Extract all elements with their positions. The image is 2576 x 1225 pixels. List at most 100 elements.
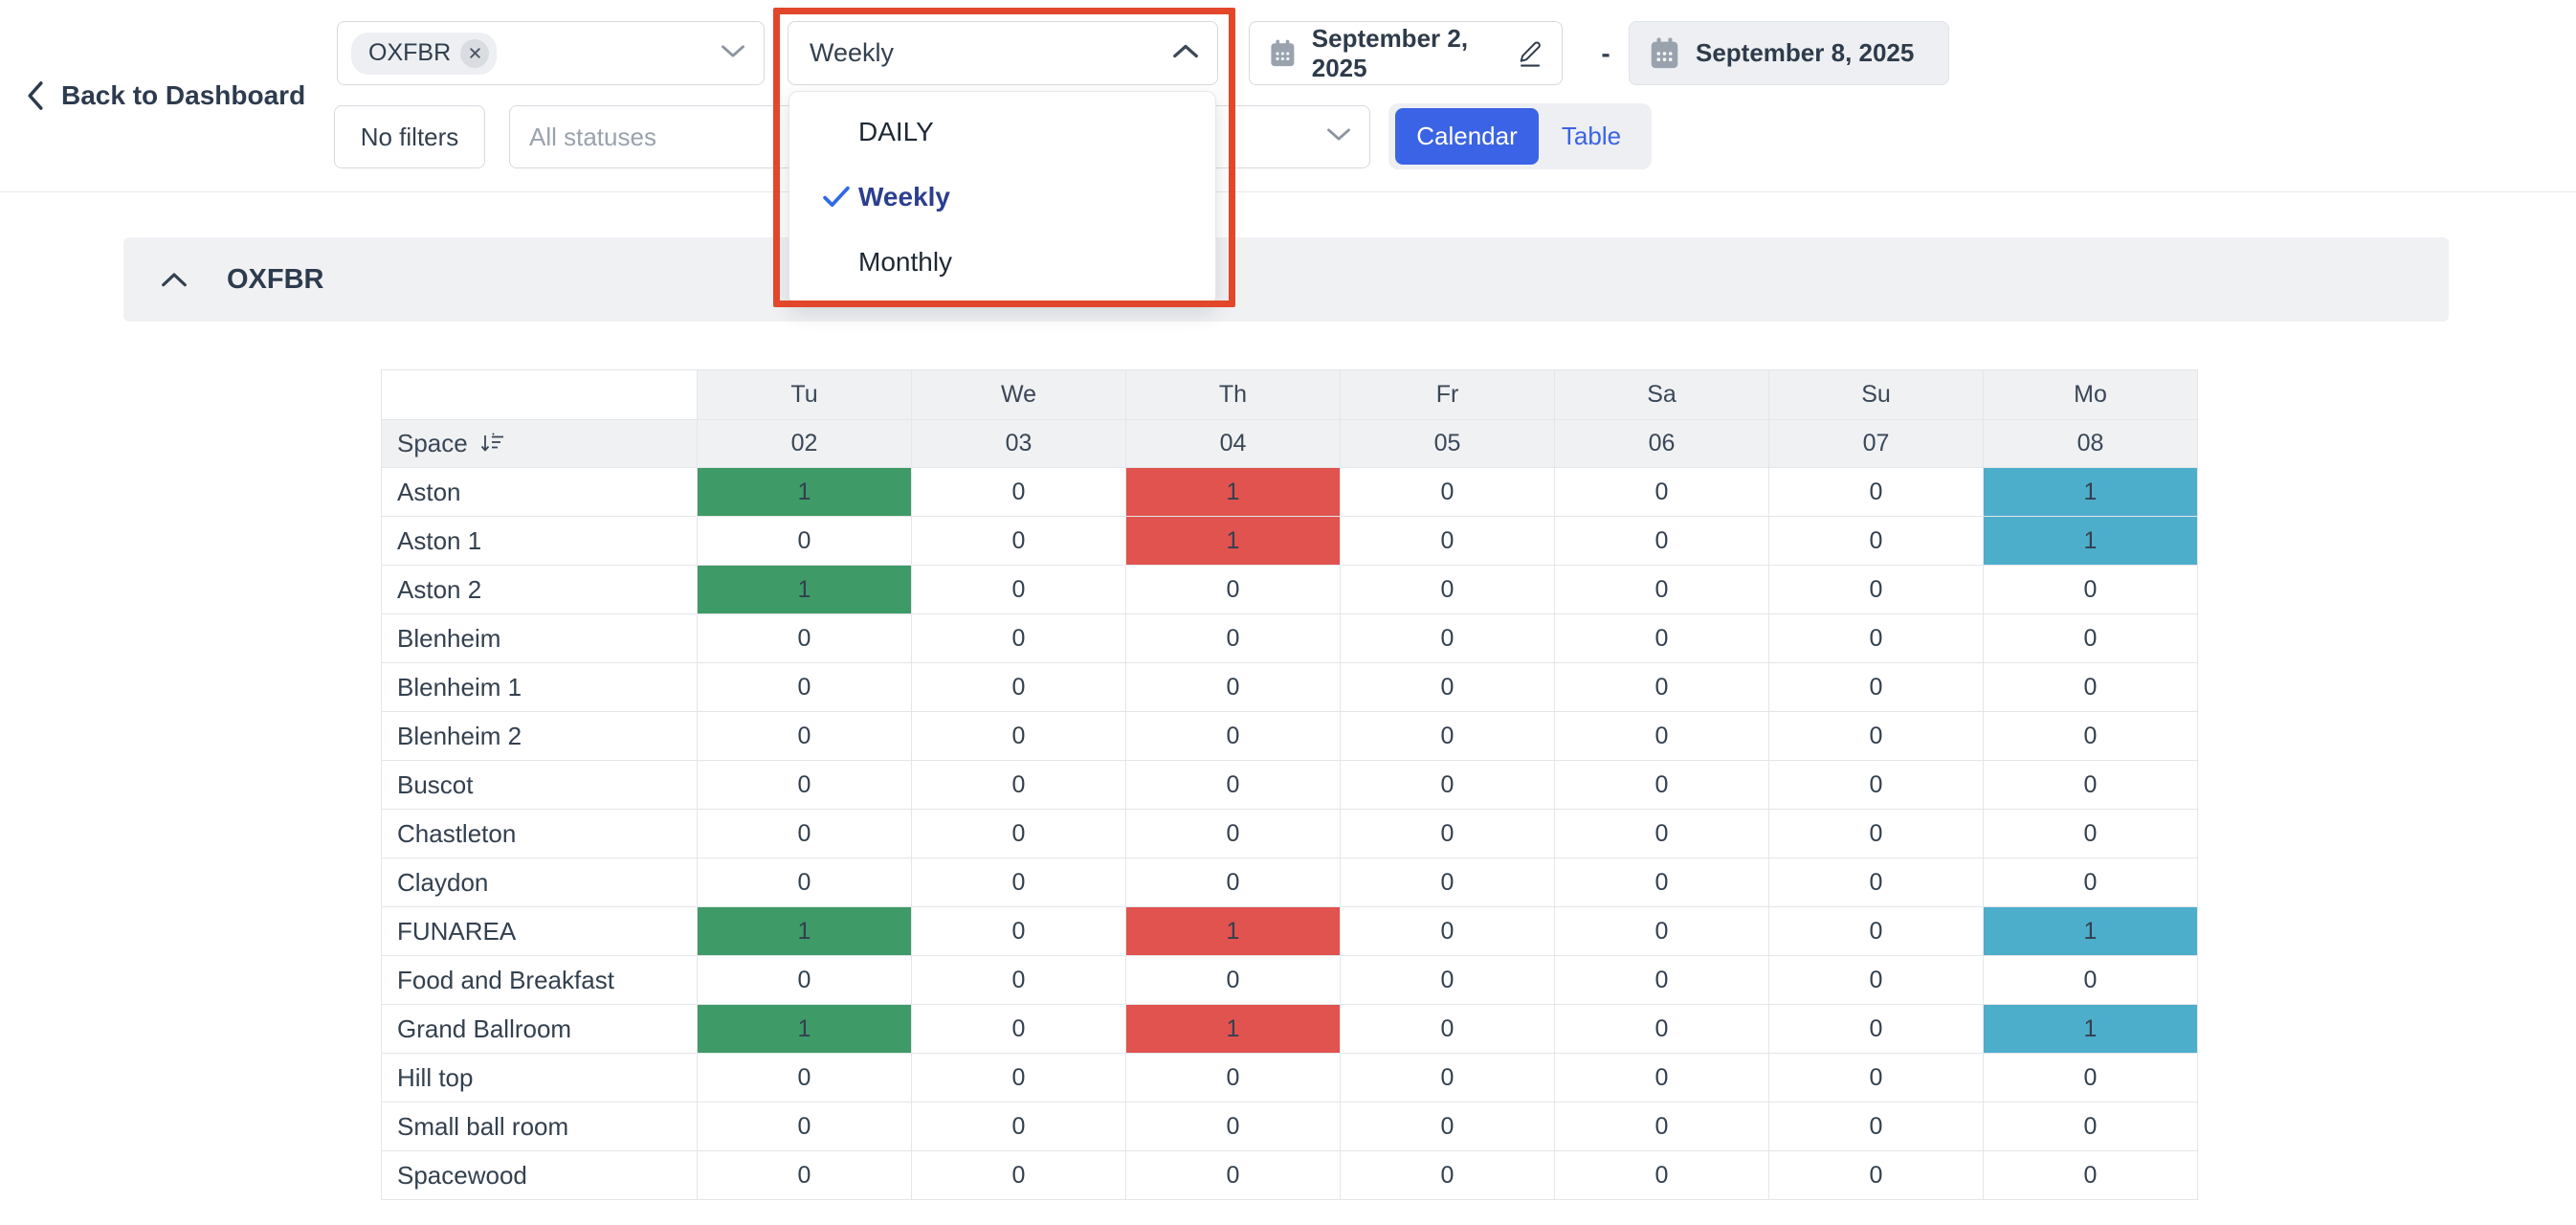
availability-cell[interactable]: 0 (1554, 467, 1769, 517)
availability-cell[interactable]: 1 (1983, 516, 2198, 566)
availability-cell[interactable]: 0 (1340, 760, 1555, 810)
availability-cell[interactable]: 0 (1983, 1150, 2198, 1200)
availability-cell[interactable]: 0 (911, 516, 1126, 566)
availability-cell[interactable]: 0 (1340, 565, 1555, 614)
availability-cell[interactable]: 0 (1983, 711, 2198, 761)
availability-cell[interactable]: 0 (1983, 565, 2198, 614)
availability-cell[interactable]: 0 (697, 1150, 912, 1200)
availability-cell[interactable]: 1 (1125, 1004, 1341, 1054)
availability-cell[interactable]: 0 (1983, 1053, 2198, 1102)
edit-pencil-icon[interactable] (1518, 38, 1543, 69)
availability-cell[interactable]: 0 (697, 516, 912, 566)
availability-cell[interactable]: 0 (1340, 906, 1555, 956)
availability-cell[interactable]: 0 (1768, 955, 1984, 1005)
availability-cell[interactable]: 0 (911, 858, 1126, 907)
no-filters-button[interactable]: No filters (334, 105, 485, 168)
availability-cell[interactable]: 0 (1768, 1102, 1984, 1151)
availability-cell[interactable]: 0 (697, 711, 912, 761)
availability-cell[interactable]: 0 (1125, 613, 1341, 663)
end-date-picker[interactable]: September 8, 2025 (1629, 21, 1949, 85)
availability-cell[interactable]: 0 (1340, 955, 1555, 1005)
availability-cell[interactable]: 1 (1125, 906, 1341, 956)
availability-cell[interactable]: 0 (697, 1102, 912, 1151)
availability-cell[interactable]: 0 (1768, 1150, 1984, 1200)
availability-cell[interactable]: 0 (1125, 1150, 1341, 1200)
availability-cell[interactable]: 0 (1125, 1102, 1341, 1151)
availability-cell[interactable]: 1 (1983, 1004, 2198, 1054)
availability-cell[interactable]: 0 (1983, 613, 2198, 663)
availability-cell[interactable]: 0 (697, 809, 912, 858)
availability-cell[interactable]: 0 (1125, 711, 1341, 761)
availability-cell[interactable]: 0 (1554, 1102, 1769, 1151)
availability-cell[interactable]: 0 (911, 1102, 1126, 1151)
period-select[interactable]: Weekly (788, 21, 1218, 85)
availability-cell[interactable]: 0 (911, 955, 1126, 1005)
availability-cell[interactable]: 0 (1340, 1150, 1555, 1200)
availability-cell[interactable]: 1 (1125, 516, 1341, 566)
table-view-button[interactable]: Table (1539, 108, 1644, 165)
space-column-header[interactable]: Space (381, 419, 698, 468)
availability-cell[interactable]: 0 (911, 760, 1126, 810)
availability-cell[interactable]: 0 (1554, 662, 1769, 712)
availability-cell[interactable]: 0 (911, 1004, 1126, 1054)
availability-cell[interactable]: 0 (1768, 516, 1984, 566)
availability-cell[interactable]: 1 (1125, 467, 1341, 517)
chip-remove-icon[interactable] (460, 38, 490, 68)
availability-cell[interactable]: 0 (1125, 760, 1341, 810)
availability-cell[interactable]: 0 (1554, 760, 1769, 810)
availability-cell[interactable]: 0 (911, 467, 1126, 517)
availability-cell[interactable]: 0 (697, 760, 912, 810)
availability-cell[interactable]: 0 (911, 711, 1126, 761)
availability-cell[interactable]: 0 (1125, 955, 1341, 1005)
availability-cell[interactable]: 0 (1125, 809, 1341, 858)
availability-cell[interactable]: 0 (1768, 1053, 1984, 1102)
availability-cell[interactable]: 0 (911, 1150, 1126, 1200)
availability-cell[interactable]: 0 (911, 565, 1126, 614)
availability-cell[interactable]: 0 (1983, 662, 2198, 712)
menu-item-monthly[interactable]: Monthly (789, 230, 1215, 295)
availability-cell[interactable]: 0 (1554, 955, 1769, 1005)
availability-cell[interactable]: 0 (697, 662, 912, 712)
availability-cell[interactable]: 0 (1340, 858, 1555, 907)
availability-cell[interactable]: 0 (1340, 1102, 1555, 1151)
availability-cell[interactable]: 0 (1554, 516, 1769, 566)
availability-cell[interactable]: 0 (1340, 662, 1555, 712)
availability-cell[interactable]: 0 (697, 1053, 912, 1102)
availability-cell[interactable]: 0 (1983, 1102, 2198, 1151)
availability-cell[interactable]: 0 (1768, 858, 1984, 907)
availability-cell[interactable]: 0 (1554, 613, 1769, 663)
availability-cell[interactable]: 0 (1768, 467, 1984, 517)
availability-cell[interactable]: 0 (1340, 467, 1555, 517)
availability-cell[interactable]: 0 (911, 1053, 1126, 1102)
availability-cell[interactable]: 0 (1340, 516, 1555, 566)
calendar-view-button[interactable]: Calendar (1395, 108, 1539, 165)
availability-cell[interactable]: 0 (1768, 760, 1984, 810)
availability-cell[interactable]: 0 (1983, 809, 2198, 858)
menu-item-daily[interactable]: DAILY (789, 100, 1215, 165)
availability-cell[interactable]: 0 (911, 613, 1126, 663)
availability-cell[interactable]: 0 (911, 906, 1126, 956)
availability-cell[interactable]: 0 (1125, 1053, 1341, 1102)
availability-cell[interactable]: 0 (1768, 711, 1984, 761)
menu-item-weekly[interactable]: Weekly (789, 165, 1215, 230)
availability-cell[interactable]: 0 (911, 662, 1126, 712)
availability-cell[interactable]: 0 (1983, 955, 2198, 1005)
availability-cell[interactable]: 0 (1768, 662, 1984, 712)
availability-cell[interactable]: 0 (1340, 809, 1555, 858)
availability-cell[interactable]: 0 (1768, 809, 1984, 858)
property-select[interactable]: OXFBR (337, 21, 765, 85)
section-header-oxfbr[interactable]: OXFBR (123, 237, 2449, 322)
start-date-picker[interactable]: September 2, 2025 (1249, 21, 1563, 85)
availability-cell[interactable]: 0 (911, 809, 1126, 858)
availability-cell[interactable]: 0 (1768, 565, 1984, 614)
availability-cell[interactable]: 0 (1554, 1053, 1769, 1102)
availability-cell[interactable]: 0 (1340, 613, 1555, 663)
availability-cell[interactable]: 0 (1340, 1004, 1555, 1054)
availability-cell[interactable]: 0 (1554, 906, 1769, 956)
availability-cell[interactable]: 0 (697, 955, 912, 1005)
availability-cell[interactable]: 0 (1983, 858, 2198, 907)
availability-cell[interactable]: 0 (1768, 906, 1984, 956)
availability-cell[interactable]: 0 (1125, 662, 1341, 712)
availability-cell[interactable]: 0 (1554, 711, 1769, 761)
availability-cell[interactable]: 0 (1554, 809, 1769, 858)
